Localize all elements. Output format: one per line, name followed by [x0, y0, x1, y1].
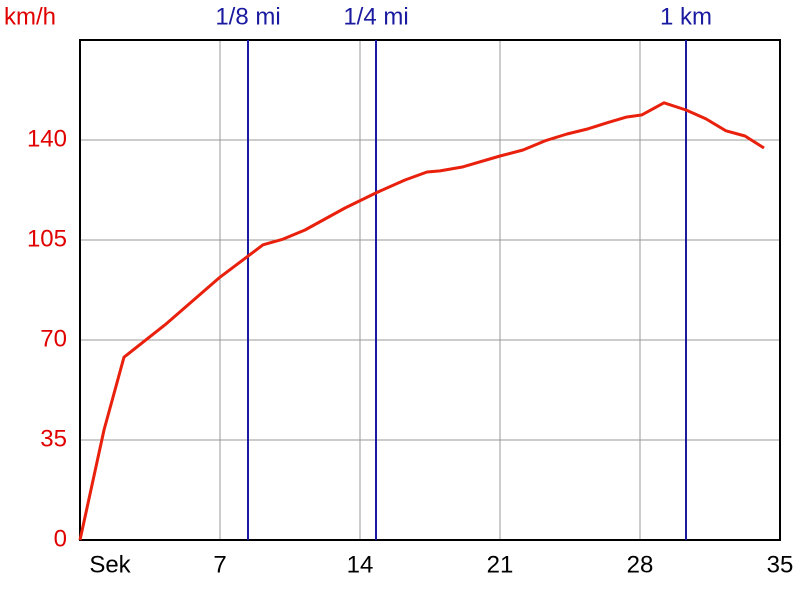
distance-label: 1/8 mi [215, 3, 280, 30]
x-axis-label: Sek [89, 551, 131, 578]
x-tick-label: 7 [213, 551, 226, 578]
y-tick-label: 0 [54, 525, 67, 552]
x-tick-label: 28 [627, 551, 654, 578]
plot-frame [79, 39, 781, 541]
x-tick-label: 14 [347, 551, 374, 578]
x-tick-label: 35 [767, 551, 794, 578]
y-axis-label: km/h [4, 3, 56, 30]
y-tick-label: 70 [40, 325, 67, 352]
distance-label: 1 km [660, 3, 712, 30]
speed-line [78, 101, 765, 541]
y-tick-label: 35 [40, 425, 67, 452]
distance-label: 1/4 mi [343, 3, 408, 30]
y-tick-label: 140 [27, 125, 67, 152]
y-tick-label: 105 [27, 225, 67, 252]
x-tick-label: 21 [487, 551, 514, 578]
